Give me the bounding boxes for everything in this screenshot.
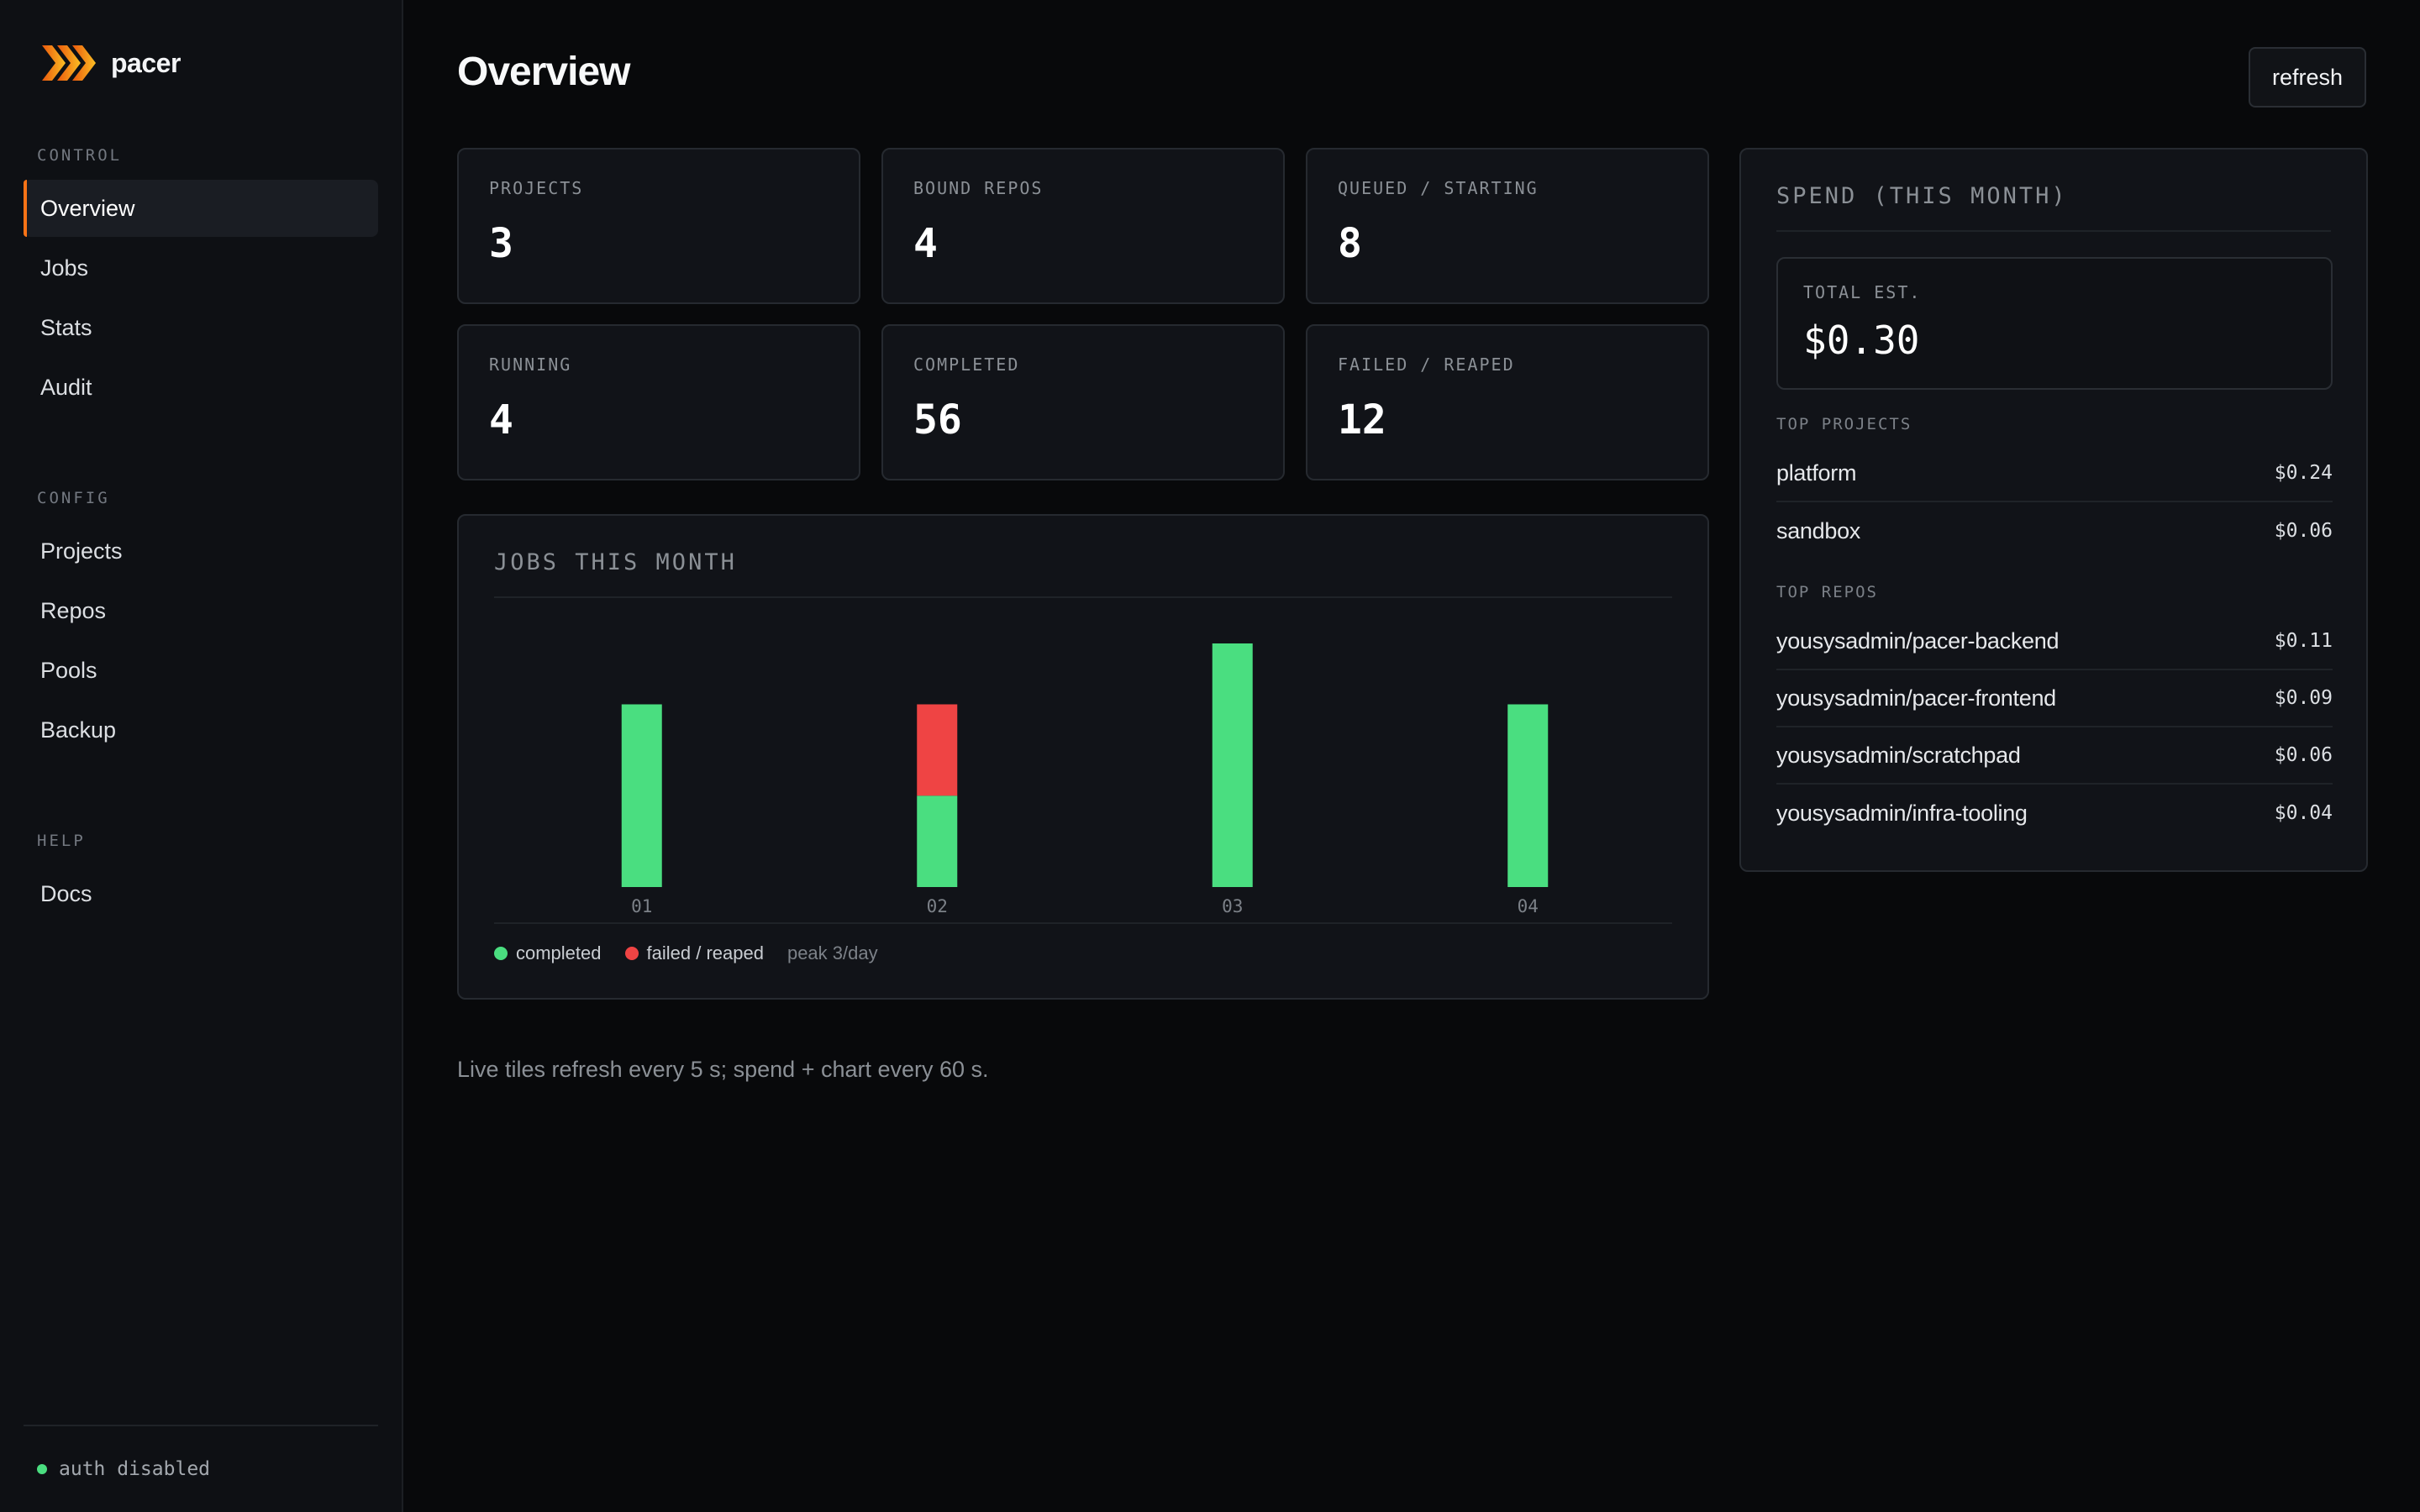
repo-amount: $0.06 (2274, 744, 2333, 766)
spend-panel-title: SPEND (THIS MONTH) (1776, 183, 2068, 209)
total-label: TOTAL EST. (1803, 282, 1922, 302)
bar-completed-01[interactable] (621, 704, 662, 888)
list-item[interactable]: yousysadmin/pacer-backend $0.11 (1776, 613, 2333, 670)
tile-value: 3 (489, 220, 513, 267)
spend-panel: SPEND (THIS MONTH) TOTAL EST. $0.30 TOP … (1739, 148, 2368, 872)
brand-name: pacer (111, 47, 181, 78)
project-name: sandbox (1776, 517, 1860, 543)
repo-amount: $0.11 (2274, 630, 2333, 652)
brand[interactable]: pacer (24, 0, 378, 126)
section-label-control: CONTROL (37, 146, 123, 165)
x-tick-label: 03 (1222, 896, 1243, 916)
jobs-chart-panel: JOBS THIS MONTH 01 02 03 04 completed faile… (457, 514, 1709, 1000)
divider (494, 922, 1672, 924)
status-dot-icon (37, 1464, 47, 1474)
legend-dot-icon (494, 947, 508, 960)
project-amount: $0.24 (2274, 462, 2333, 484)
tile-completed: COMPLETED 56 (881, 324, 1285, 480)
tile-label: RUNNING (489, 354, 572, 375)
section-label-help: HELP (37, 832, 86, 850)
sidebar-item-overview[interactable]: Overview (24, 180, 378, 237)
auth-status-text: auth disabled (59, 1458, 211, 1480)
repo-name: yousysadmin/scratchpad (1776, 742, 2021, 768)
tile-label: BOUND REPOS (913, 178, 1044, 198)
list-item[interactable]: platform $0.24 (1776, 445, 2333, 502)
total-estimate-box: TOTAL EST. $0.30 (1776, 257, 2333, 390)
tile-label: FAILED / REAPED (1338, 354, 1515, 375)
list-item[interactable]: yousysadmin/infra-tooling $0.04 (1776, 785, 2333, 842)
nav-section-control: CONTROL Overview Jobs Stats Audit (24, 146, 378, 416)
chart-legend: completed failed / reaped peak 3/day (494, 942, 878, 964)
repo-amount: $0.04 (2274, 802, 2333, 824)
bar-completed-04[interactable] (1507, 704, 1549, 888)
legend-label: failed / reaped (646, 942, 764, 963)
section-label-config: CONFIG (37, 489, 110, 507)
top-projects-label: TOP PROJECTS (1776, 415, 1912, 433)
refresh-footnote: Live tiles refresh every 5 s; spend + ch… (457, 1057, 989, 1082)
bar-completed-03[interactable] (1212, 643, 1253, 887)
top-projects-list: platform $0.24 sandbox $0.06 (1776, 445, 2333, 559)
legend-dot-icon (624, 947, 639, 960)
nav-section-config: CONFIG Projects Repos Pools Backup (24, 489, 378, 759)
x-tick-label: 02 (927, 896, 948, 916)
x-tick-label: 04 (1518, 896, 1539, 916)
top-repos-list: yousysadmin/pacer-backend $0.11 yousysad… (1776, 613, 2333, 842)
legend-peak: peak 3/day (786, 942, 878, 963)
tile-label: COMPLETED (913, 354, 1020, 375)
legend-item-completed: completed (494, 942, 602, 964)
legend-item-failed: failed / reaped (624, 942, 764, 964)
bar-completed-02[interactable] (917, 795, 958, 887)
tile-queued-starting: QUEUED / STARTING 8 (1306, 148, 1709, 304)
sidebar-item-pools[interactable]: Pools (40, 657, 97, 683)
top-repos-label: TOP REPOS (1776, 583, 1878, 601)
list-item[interactable]: sandbox $0.06 (1776, 502, 2333, 559)
tile-projects: PROJECTS 3 (457, 148, 860, 304)
tile-value: 8 (1338, 220, 1362, 267)
legend-label: completed (516, 942, 602, 963)
sidebar-item-docs[interactable]: Docs (40, 880, 92, 906)
total-value: $0.30 (1803, 318, 1920, 363)
list-item[interactable]: yousysadmin/scratchpad $0.06 (1776, 727, 2333, 785)
repo-name: yousysadmin/pacer-backend (1776, 627, 2060, 654)
repo-name: yousysadmin/pacer-frontend (1776, 685, 2056, 711)
repo-amount: $0.09 (2274, 687, 2333, 709)
bar-failed-reaped-02[interactable] (917, 704, 958, 796)
chevrons-right-icon (42, 45, 96, 81)
tile-value: 4 (489, 396, 513, 444)
repo-name: yousysadmin/infra-tooling (1776, 800, 2028, 826)
sidebar-item-repos[interactable]: Repos (40, 597, 107, 623)
tile-value: 56 (913, 396, 962, 444)
tile-value: 4 (913, 220, 938, 267)
nav-section-help: HELP Docs (24, 832, 378, 922)
project-amount: $0.06 (2274, 520, 2333, 542)
tile-failed-reaped: FAILED / REAPED 12 (1306, 324, 1709, 480)
tile-running: RUNNING 4 (457, 324, 860, 480)
tile-bound-repos: BOUND REPOS 4 (881, 148, 1285, 304)
divider (1776, 230, 2331, 232)
project-name: platform (1776, 459, 1857, 486)
refresh-button[interactable]: refresh (2249, 47, 2366, 108)
tile-value: 12 (1338, 396, 1386, 444)
x-tick-label: 01 (631, 896, 652, 916)
divider (494, 596, 1672, 598)
tile-label: QUEUED / STARTING (1338, 178, 1539, 198)
sidebar-item-backup[interactable]: Backup (40, 717, 117, 743)
list-item[interactable]: yousysadmin/pacer-frontend $0.09 (1776, 670, 2333, 727)
sidebar: pacer CONTROL Overview Jobs Stats Audit … (0, 0, 403, 1512)
sidebar-item-audit[interactable]: Audit (40, 374, 92, 400)
jobs-chart-title: JOBS THIS MONTH (494, 549, 737, 575)
jobs-bar-chart: 01 02 03 04 (621, 643, 1549, 916)
tile-label: PROJECTS (489, 178, 584, 198)
sidebar-item-stats[interactable]: Stats (40, 314, 92, 340)
main-content: Overview refresh PROJECTS 3 BOUND REPOS … (403, 0, 2420, 1512)
sidebar-item-projects[interactable]: Projects (40, 538, 123, 564)
page-title: Overview (457, 50, 630, 94)
sidebar-item-jobs[interactable]: Jobs (40, 255, 89, 281)
auth-status: auth disabled (24, 1425, 378, 1512)
